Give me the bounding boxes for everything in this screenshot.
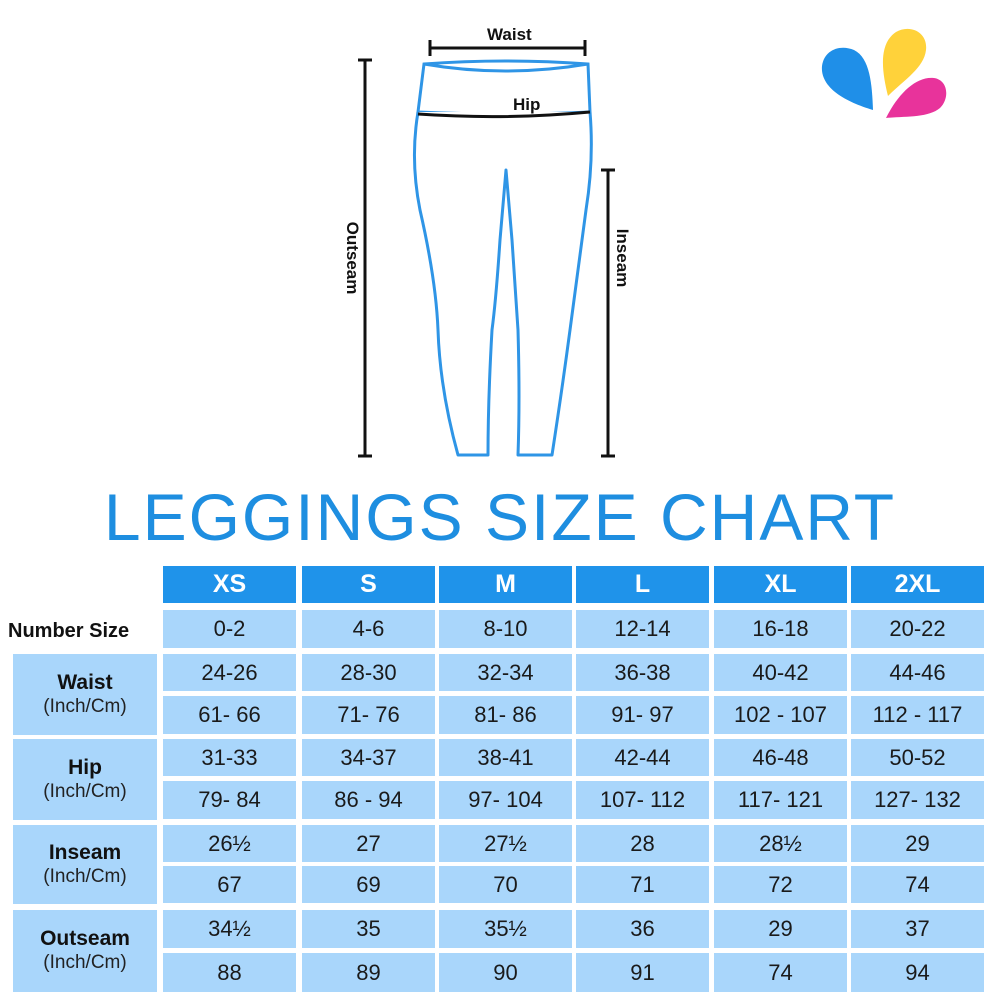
table-cell: 31-33 — [163, 739, 296, 776]
table-cell: 88 — [163, 953, 296, 992]
table-cell: 46-48 — [714, 739, 847, 776]
table-cell: 27½ — [439, 825, 572, 862]
table-cell: 90 — [439, 953, 572, 992]
table-cell: 20-22 — [851, 610, 984, 648]
row-label-unit: (Inch/Cm) — [43, 780, 127, 802]
table-cell: 34-37 — [302, 739, 435, 776]
table-cell: 29 — [851, 825, 984, 862]
table-cell: 74 — [714, 953, 847, 992]
row-label-unit: (Inch/Cm) — [43, 695, 127, 717]
table-cell: 32-34 — [439, 654, 572, 691]
brand-logo — [818, 22, 953, 122]
table-cell: 44-46 — [851, 654, 984, 691]
table-cell: 0-2 — [163, 610, 296, 648]
table-cell: 112 - 117 — [851, 696, 984, 734]
table-cell: 29 — [714, 910, 847, 948]
table-cell: 74 — [851, 866, 984, 903]
size-header-m: M — [439, 566, 572, 603]
row-label-unit: (Inch/Cm) — [43, 865, 127, 887]
table-cell: 27 — [302, 825, 435, 862]
table-cell: 107- 112 — [576, 781, 709, 819]
table-cell: 26½ — [163, 825, 296, 862]
size-header-s: S — [302, 566, 435, 603]
leggings-outline-icon — [358, 40, 615, 458]
row-label-outseam: Outseam (Inch/Cm) — [13, 910, 157, 992]
table-cell: 69 — [302, 866, 435, 903]
table-cell: 70 — [439, 866, 572, 903]
table-cell: 24-26 — [163, 654, 296, 691]
table-cell: 35 — [302, 910, 435, 948]
table-cell: 71- 76 — [302, 696, 435, 734]
page-title: LEGGINGS SIZE CHART — [103, 480, 897, 554]
size-header-xl: XL — [714, 566, 847, 603]
table-cell: 102 - 107 — [714, 696, 847, 734]
row-label-title: Inseam — [48, 840, 122, 864]
table-cell: 38-41 — [439, 739, 572, 776]
table-cell: 36-38 — [576, 654, 709, 691]
table-cell: 42-44 — [576, 739, 709, 776]
table-cell: 28½ — [714, 825, 847, 862]
row-label-title: Outseam — [40, 927, 130, 950]
table-cell: 34½ — [163, 910, 296, 948]
table-cell: 91 — [576, 953, 709, 992]
hip-label: Hip — [513, 95, 541, 114]
size-header-l: L — [576, 566, 709, 603]
size-header-xs: XS — [163, 566, 296, 603]
table-cell: 28 — [576, 825, 709, 862]
table-cell: 117- 121 — [714, 781, 847, 819]
table-cell: 72 — [714, 866, 847, 903]
table-cell: 16-18 — [714, 610, 847, 648]
number-size-label: Number Size — [8, 619, 130, 642]
table-cell: 35½ — [439, 910, 572, 948]
table-cell: 91- 97 — [576, 696, 709, 734]
table-cell: 4-6 — [302, 610, 435, 648]
table-cell: 67 — [163, 866, 296, 903]
row-label-waist: Waist (Inch/Cm) — [13, 654, 157, 735]
table-cell: 127- 132 — [851, 781, 984, 819]
table-cell: 37 — [851, 910, 984, 948]
table-cell: 97- 104 — [439, 781, 572, 819]
row-label-inseam: Inseam (Inch/Cm) — [13, 825, 157, 904]
table-cell: 12-14 — [576, 610, 709, 648]
table-cell: 71 — [576, 866, 709, 903]
table-cell: 50-52 — [851, 739, 984, 776]
size-header-2xl: 2XL — [851, 566, 984, 603]
table-cell: 81- 86 — [439, 696, 572, 734]
leggings-diagram: Waist Hip Outseam Inseam — [0, 0, 1000, 470]
table-cell: 89 — [302, 953, 435, 992]
table-cell: 86 - 94 — [302, 781, 435, 819]
table-cell: 94 — [851, 953, 984, 992]
row-label-title: Hip — [68, 755, 102, 779]
table-cell: 36 — [576, 910, 709, 948]
table-cell: 40-42 — [714, 654, 847, 691]
table-cell: 79- 84 — [163, 781, 296, 819]
waist-label: Waist — [487, 25, 532, 44]
color-drops-logo-icon — [821, 28, 947, 118]
table-cell: 28-30 — [302, 654, 435, 691]
row-label-title: Waist — [57, 670, 113, 694]
table-cell: 61- 66 — [163, 696, 296, 734]
row-label-hip: Hip (Inch/Cm) — [13, 739, 157, 820]
row-label-unit: (Inch/Cm) — [43, 952, 127, 973]
table-cell: 8-10 — [439, 610, 572, 648]
